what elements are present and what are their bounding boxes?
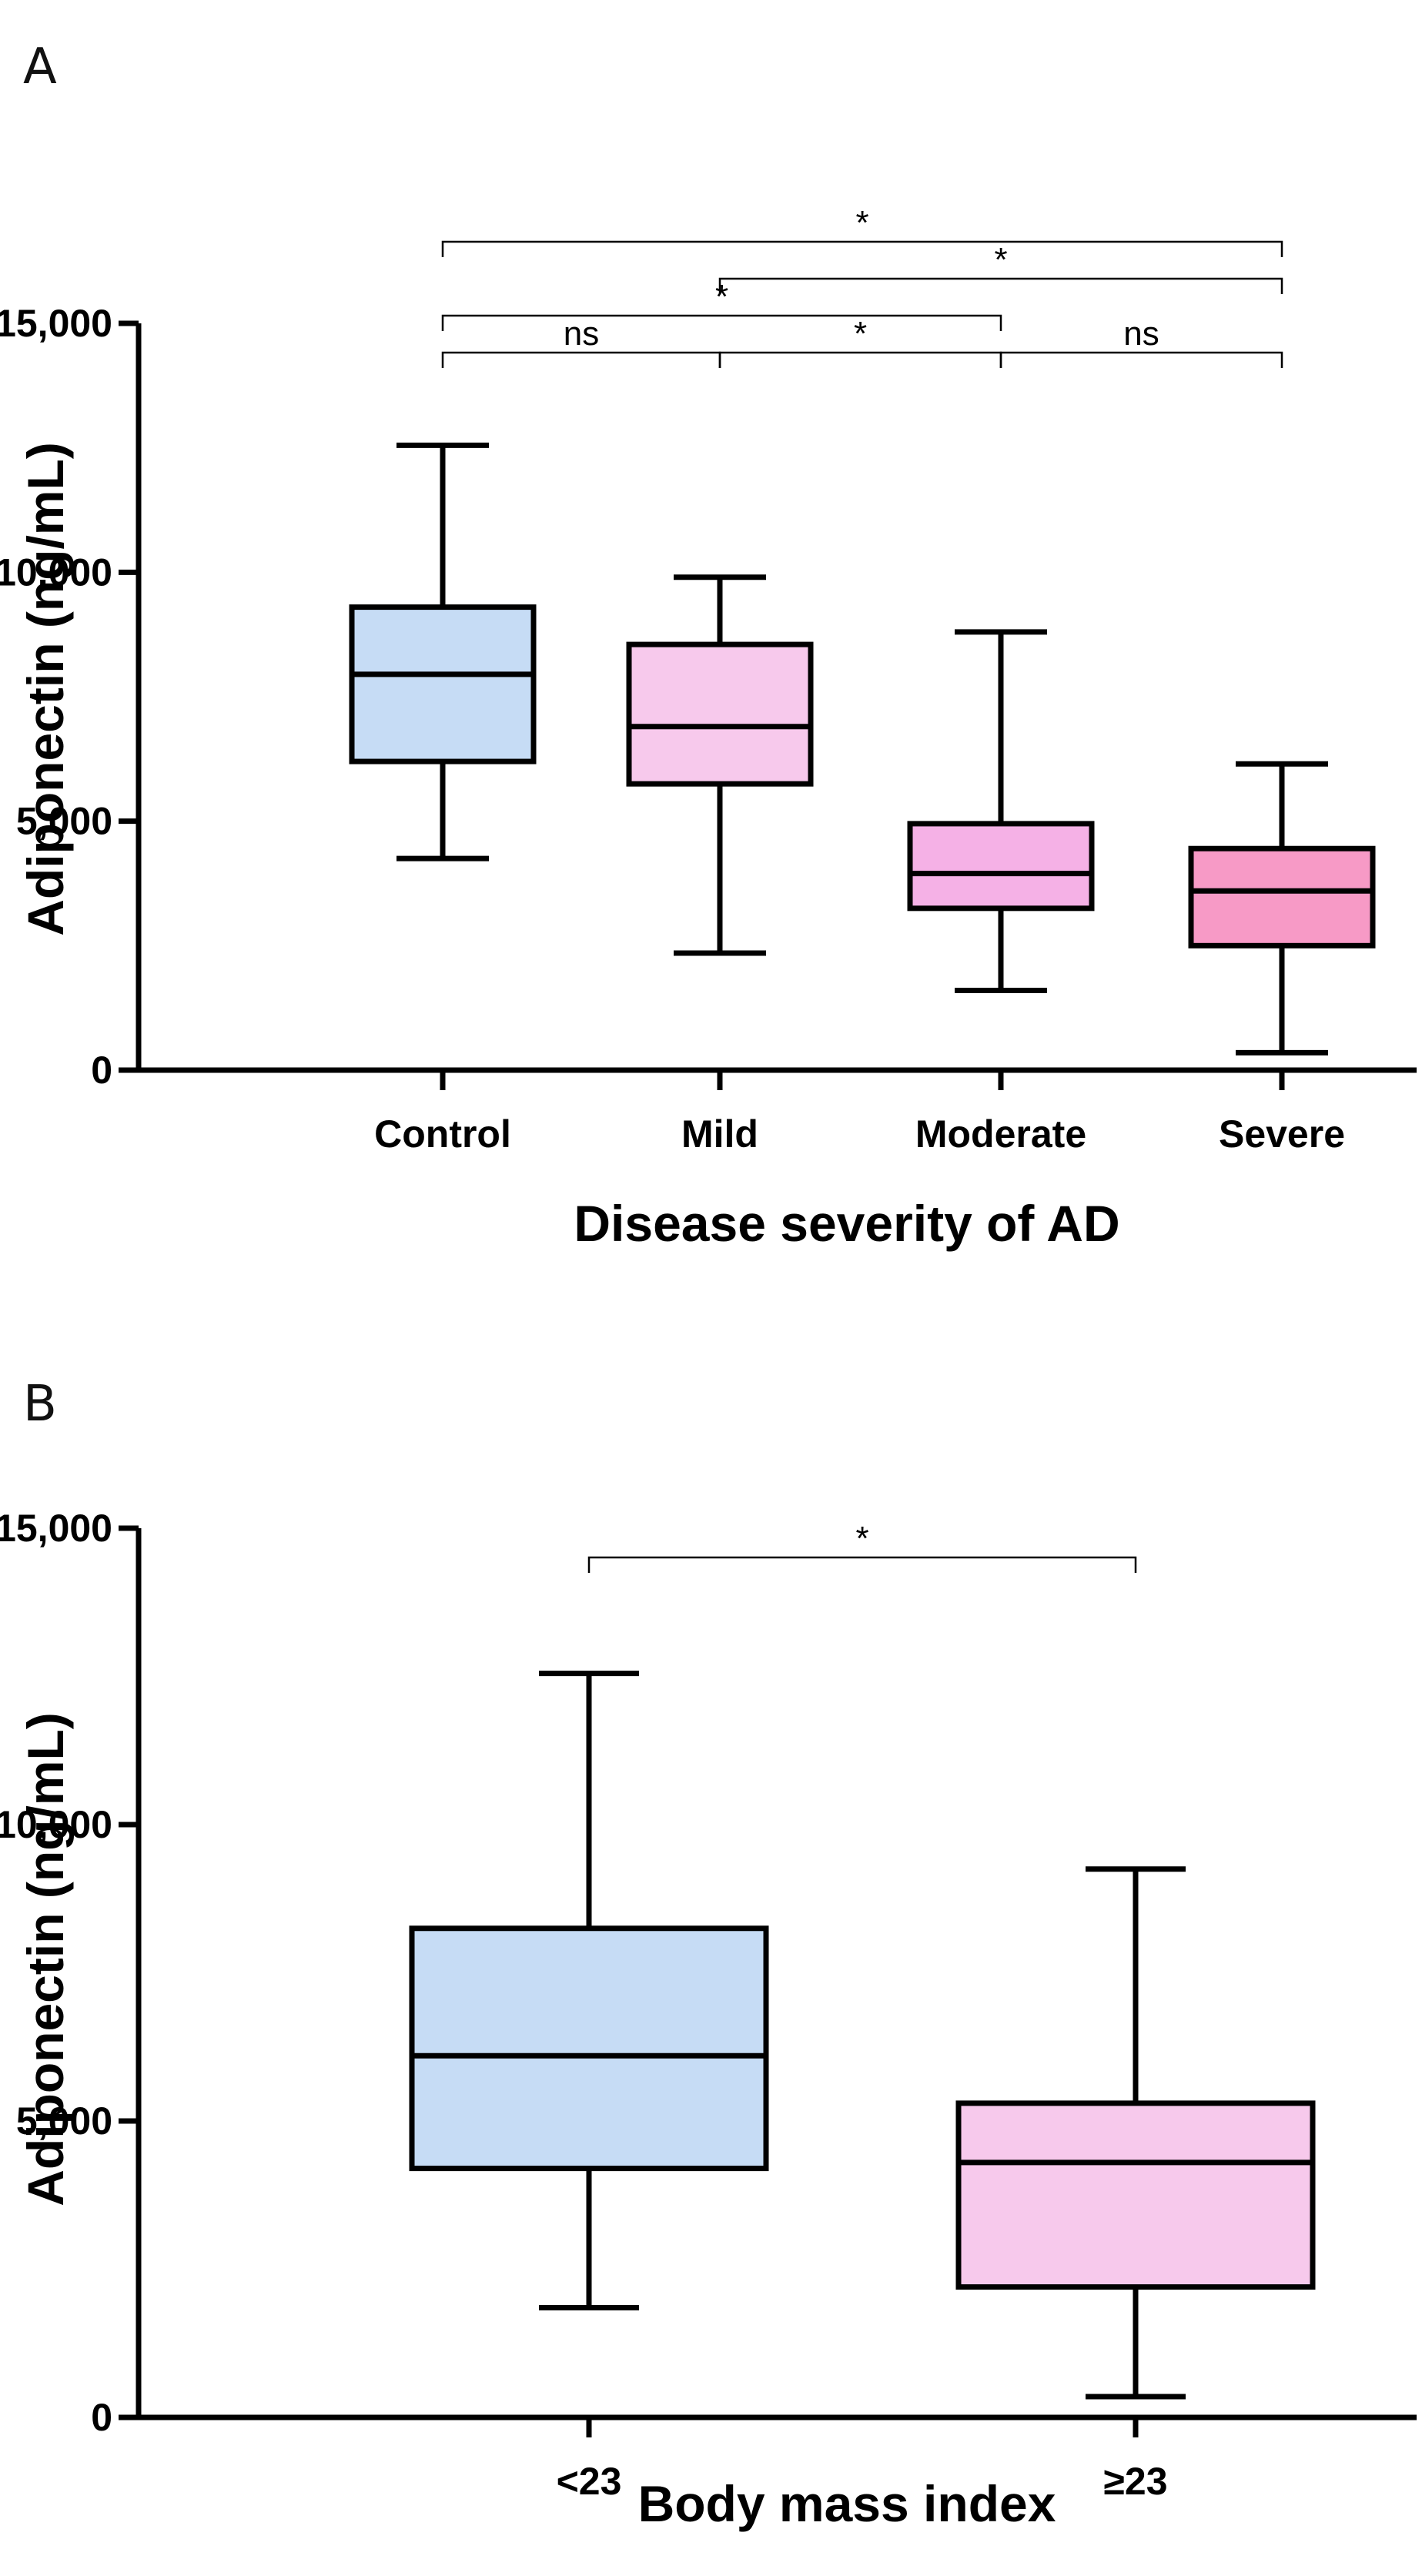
iqr-box xyxy=(1188,845,1376,948)
y-tick-label: 10,000 xyxy=(0,550,112,594)
y-tick-label: 10,000 xyxy=(0,1803,112,1846)
x-tick-label: Severe xyxy=(1219,1112,1345,1156)
panel-b-y-axis: 0 5,000 10,000 15,000 xyxy=(0,1507,142,2439)
x-tick-label: Moderate xyxy=(915,1112,1086,1156)
panel-b-label: B xyxy=(23,1376,57,1433)
significance-label: * xyxy=(715,278,728,316)
x-tick-label: ≥23 xyxy=(1103,2460,1167,2503)
panel-a-comparisons: * * ns * * ns xyxy=(441,204,1283,368)
panel-b-x-axis: <23 ≥23 xyxy=(136,2414,1417,2503)
significance-bracket xyxy=(441,240,1283,257)
panel-b-x-axis-title: Body mass index xyxy=(638,2475,1056,2532)
y-tick-label: 0 xyxy=(91,1049,112,1092)
significance-bracket xyxy=(999,351,1283,368)
x-tick-label: Control xyxy=(374,1112,511,1156)
significance-label: * xyxy=(994,241,1007,279)
y-tick-label: 5,000 xyxy=(16,2099,112,2143)
x-tick-label: <23 xyxy=(557,2460,622,2503)
panel-a-boxes xyxy=(349,442,1376,1055)
box-4 xyxy=(1188,761,1376,1055)
significance-label: * xyxy=(854,315,867,353)
box-1 xyxy=(409,1671,769,2311)
iqr-box xyxy=(907,821,1095,912)
panel-b-comparisons: * xyxy=(587,1520,1137,1573)
panel-b-boxes xyxy=(409,1671,1316,2400)
significance-label: ns xyxy=(1123,315,1159,353)
panel-a-y-axis: 0 5,000 10,000 15,000 xyxy=(0,302,142,1092)
y-tick-label: 15,000 xyxy=(0,1507,112,1550)
significance-bracket xyxy=(441,351,721,368)
box-2 xyxy=(626,574,814,956)
iqr-box xyxy=(626,641,814,787)
panel-b-y-axis-title: Adiponectin (ng/mL) xyxy=(17,1712,74,2206)
box-1 xyxy=(349,442,537,861)
y-tick-label: 5,000 xyxy=(16,800,112,843)
significance-label: * xyxy=(855,1520,868,1557)
panel-a-x-axis: Control Mild Moderate Severe xyxy=(136,1067,1417,1156)
significance-bracket xyxy=(587,1556,1137,1573)
box-3 xyxy=(907,629,1095,994)
significance-bracket xyxy=(441,314,1002,331)
significance-label: * xyxy=(855,204,868,242)
panel-a-chart: A * * ns * * ns 0 5,000 10,000 15,000 Control Mil… xyxy=(0,38,1417,1252)
panel-a-x-axis-title: Disease severity of AD xyxy=(574,1195,1119,1252)
significance-bracket xyxy=(718,277,1283,294)
y-tick-label: 0 xyxy=(91,2396,112,2439)
significance-label: ns xyxy=(564,315,599,353)
iqr-box xyxy=(349,604,537,764)
iqr-box xyxy=(409,1925,769,2172)
panel-a-label: A xyxy=(23,38,57,95)
significance-bracket xyxy=(718,351,1002,368)
box-2 xyxy=(955,1866,1316,2400)
y-tick-label: 15,000 xyxy=(0,302,112,345)
iqr-box xyxy=(955,2100,1316,2290)
x-tick-label: Mild xyxy=(681,1112,758,1156)
panel-a-y-axis-title: Adiponectin (ng/mL) xyxy=(17,442,74,936)
panel-b-chart: B * 0 5,000 10,000 15,000 <23 ≥23 Body mass … xyxy=(0,1376,1417,2532)
